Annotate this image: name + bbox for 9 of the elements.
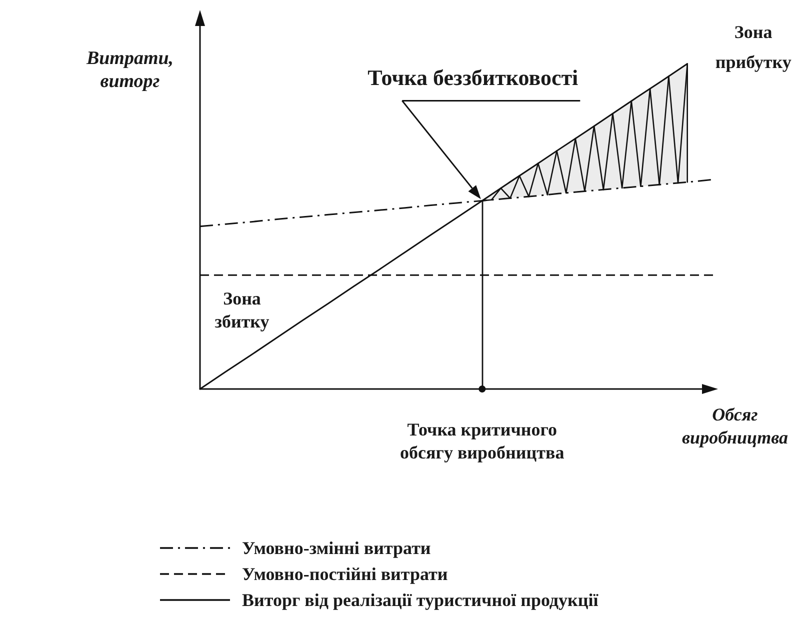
legend-label: Умовно-змінні витрати — [242, 538, 431, 558]
y-axis-title: Витрати, виторг — [85, 48, 174, 92]
text: Точка критичного обсягу виробництва — [400, 420, 564, 462]
legend-label: Умовно-постійні витрати — [242, 564, 448, 584]
x-axis-title: Обсяг виробництва — [682, 404, 788, 448]
text: Зона прибутку — [715, 22, 792, 72]
legend-label: Виторг від реалізації туристичної продукції — [242, 590, 600, 610]
annotation: Зона збитку — [214, 288, 270, 332]
annotation: Точка беззбитковості — [368, 65, 578, 90]
